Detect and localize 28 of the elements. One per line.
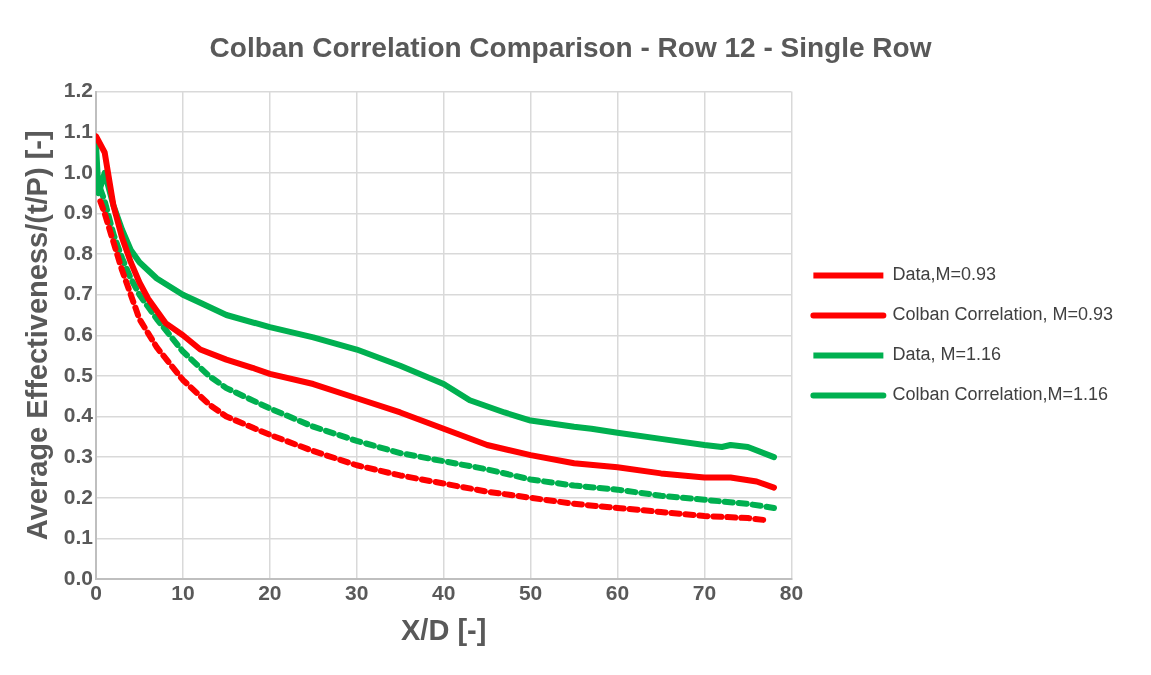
legend-label: Data,M=0.93 — [892, 264, 996, 285]
y-tick-label: 0.2 — [63, 484, 93, 508]
y-tick-label: 1.2 — [63, 78, 93, 102]
y-tick-label: 1.1 — [63, 119, 94, 143]
y-tick-label: 0.3 — [63, 443, 93, 467]
x-tick-label: 60 — [605, 581, 630, 605]
legend-label: Colban Correlation, M=0.93 — [892, 304, 1113, 325]
y-tick-label: 0.6 — [63, 322, 93, 346]
y-tick-label: 1.0 — [63, 159, 93, 183]
y-tick-label: 0.5 — [63, 362, 94, 386]
y-tick-label: 0.8 — [63, 240, 94, 264]
y-axis-title: Average Effectiveness/(t/P) [-] — [21, 130, 54, 541]
x-tick-label: 40 — [432, 581, 456, 605]
y-tick-label: 0.0 — [63, 565, 93, 589]
legend-label: Colban Correlation,M=1.16 — [892, 384, 1108, 405]
y-tick-label: 0.1 — [63, 525, 94, 549]
legend-label: Data, M=1.16 — [892, 344, 1001, 365]
chart-title: Colban Correlation Comparison - Row 12 - Single Row — [209, 31, 932, 63]
y-tick-label: 0.9 — [63, 200, 93, 224]
x-tick-label: 50 — [518, 581, 543, 605]
x-tick-label: 70 — [692, 581, 717, 605]
x-tick-label: 80 — [779, 581, 804, 605]
x-tick-label: 30 — [345, 581, 369, 605]
y-tick-label: 0.7 — [63, 281, 93, 305]
x-tick-label: 20 — [258, 581, 282, 605]
x-tick-label: 10 — [171, 581, 195, 605]
x-axis-title: X/D [-] — [401, 613, 487, 646]
y-tick-label: 0.4 — [63, 403, 94, 427]
